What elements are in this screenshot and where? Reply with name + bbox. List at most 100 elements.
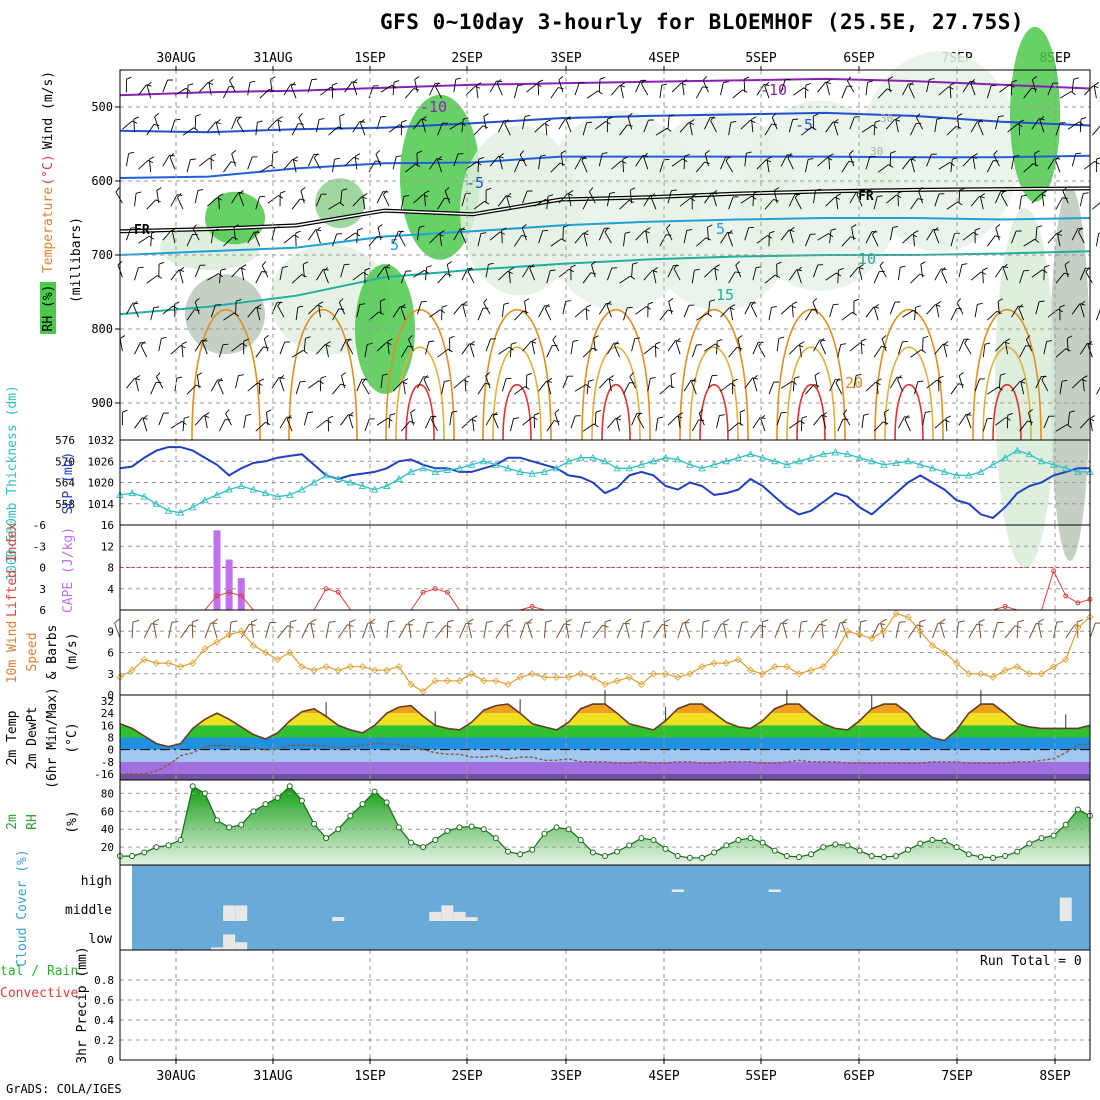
temperature-band	[120, 749, 1090, 762]
rh-marker	[602, 853, 608, 860]
wind-barb-shaft	[423, 193, 426, 207]
wind-barb-flag	[611, 267, 618, 269]
wind-barb-shaft	[522, 116, 526, 130]
wind-barb-flag	[238, 374, 244, 376]
wind-speed-marker	[940, 648, 949, 657]
wind-barb	[1092, 124, 1100, 136]
wind-barb	[956, 113, 963, 130]
wind-barb-flag	[256, 304, 262, 308]
wind-barb	[910, 122, 922, 136]
wind-barb-shaft	[1071, 79, 1075, 93]
rh-tick-label: 80	[101, 787, 114, 800]
wind-barb-shaft	[364, 418, 370, 432]
wind-barb-flag	[277, 301, 283, 303]
wind-barb	[344, 81, 358, 93]
surface-wind-barb-flag	[230, 620, 238, 623]
wind-barb-shaft	[210, 304, 216, 318]
wind-barb-shaft	[619, 200, 630, 210]
wind-barb-shaft	[338, 302, 346, 315]
wind-barb-flag	[936, 117, 943, 120]
thickness-marker	[928, 464, 937, 472]
wind-barb-shaft	[425, 341, 430, 355]
surface-wind-barb	[565, 618, 572, 639]
wind-barb-shaft	[380, 84, 393, 93]
wind-barb-flag	[888, 164, 894, 168]
wind-barb-shaft	[791, 304, 794, 318]
wind-barb-flag	[732, 378, 738, 382]
surface-wind-barb	[265, 621, 277, 639]
wind-barb-shaft	[655, 127, 668, 136]
thickness-marker	[552, 464, 561, 472]
wind-barb-shaft	[1007, 123, 1018, 133]
wind-barb-shaft	[1071, 228, 1079, 241]
wind-barb-shaft	[883, 412, 887, 426]
wind-barb-shaft	[473, 201, 485, 210]
wind-barb	[999, 84, 1015, 93]
wind-barb-flag	[428, 340, 435, 343]
wind-barb-shaft	[146, 275, 158, 284]
wind-barb-shaft	[519, 154, 527, 167]
wind-barb	[604, 227, 612, 244]
wind-barb	[509, 342, 517, 358]
wind-barb-flag	[531, 338, 537, 342]
wind-barb-shaft	[400, 345, 409, 358]
wind-barb-shaft	[489, 80, 497, 93]
wind-barb-shaft	[501, 378, 507, 392]
wind-barb-shaft	[1082, 378, 1085, 392]
wind-barb-flag	[259, 195, 266, 198]
wind-barb-shaft	[689, 122, 693, 136]
wind-barb-shaft	[737, 338, 742, 352]
wind-barb-flag	[669, 114, 675, 117]
lifted-index-marker	[1051, 568, 1057, 574]
thickness-marker	[661, 453, 670, 461]
wind-barb-shaft	[570, 341, 574, 355]
wind-barb-shaft	[277, 119, 281, 133]
wind-barb-flag	[1018, 119, 1025, 123]
wind-barb-flag	[606, 302, 612, 305]
wind-barb-shaft	[972, 156, 976, 170]
wind-barb-shaft	[728, 346, 738, 358]
wind-barb	[339, 113, 345, 130]
wind-barb-shaft	[956, 116, 960, 130]
wind-barb	[467, 267, 475, 284]
wind-barb-flag	[128, 151, 135, 154]
wind-barb-shaft	[1035, 376, 1042, 389]
wind-barb-flag	[529, 264, 534, 269]
wind-barb-shaft	[789, 230, 794, 244]
wind-barb-flag	[280, 190, 286, 194]
wind-barb-shaft	[695, 86, 703, 99]
wind-barb-shaft	[453, 153, 459, 167]
wind-barb	[758, 341, 766, 358]
rh-marker	[214, 817, 220, 824]
wind-barb	[379, 298, 386, 315]
wind-barb	[283, 234, 300, 244]
wind-barb	[1039, 116, 1045, 133]
wind-barb-shaft	[970, 82, 976, 96]
wind-barb-shaft	[1031, 193, 1042, 204]
wind-barb-flag	[484, 382, 491, 385]
wind-barb-flag	[1023, 270, 1030, 272]
surface-wind-barb-flag	[486, 620, 493, 623]
thickness-marker	[188, 503, 197, 511]
wind-barb-flag	[469, 341, 475, 346]
surface-wind-barb-flag	[997, 621, 1004, 624]
wind-barb	[841, 160, 855, 173]
wind-barb-shaft	[667, 340, 676, 352]
wind-barb	[593, 335, 599, 352]
thickness-marker	[213, 490, 221, 498]
wind-barb	[728, 120, 737, 136]
wind-barb-shaft	[405, 163, 416, 173]
wind-barb-flag	[225, 419, 231, 421]
wind-barb-shaft	[148, 159, 152, 173]
thickness-marker	[395, 475, 403, 482]
wind-barb-flag	[483, 113, 489, 117]
wind-barb-shaft	[279, 378, 285, 392]
wind-speed-marker	[880, 627, 888, 635]
wind-barb-shaft	[1047, 308, 1059, 318]
wind-barb-flag	[657, 416, 664, 419]
thickness-marker	[783, 460, 791, 468]
rh-shade	[860, 51, 1020, 252]
surface-wind-barb-flag	[1037, 618, 1044, 623]
wind-barb-flag	[527, 190, 533, 192]
wind-barb	[291, 349, 308, 358]
